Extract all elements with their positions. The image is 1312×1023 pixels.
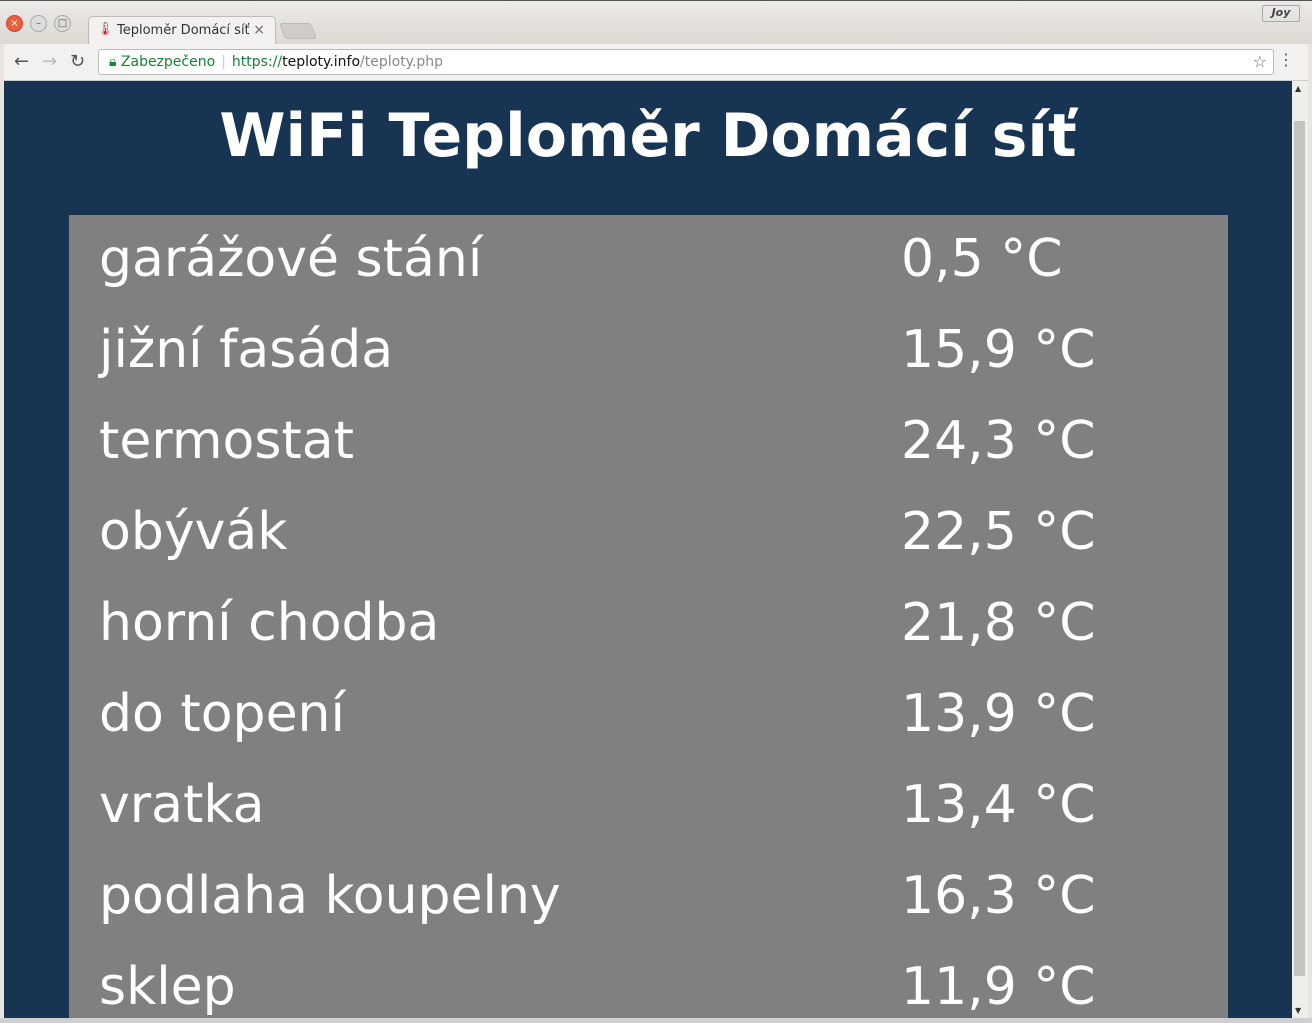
sensor-name: jižní fasáda: [99, 320, 394, 380]
scrollbar[interactable]: ▲ ▼: [1292, 81, 1308, 1018]
page-content: WiFi Teploměr Domácí síť garážové stání 0…: [4, 81, 1292, 1018]
sensor-name: termostat: [99, 411, 355, 471]
sensor-name: obývák: [99, 502, 288, 562]
scroll-down-icon[interactable]: ▼: [1295, 1006, 1302, 1015]
sensor-value: 15,9 °C: [901, 320, 1096, 380]
sensor-row: do topení 13,9 °C: [99, 684, 1096, 775]
minimize-window-button[interactable]: –: [30, 15, 47, 32]
sensor-row: horní chodba 21,8 °C: [99, 593, 1096, 684]
sensor-row: sklep 11,9 °C: [99, 957, 1096, 1018]
sensor-row: garážové stání 0,5 °C: [99, 229, 1063, 320]
close-window-button[interactable]: ×: [6, 15, 23, 32]
sensor-value: 21,8 °C: [901, 593, 1096, 653]
sensor-row: podlaha koupelny 16,3 °C: [99, 866, 1096, 957]
sensor-value: 13,4 °C: [901, 775, 1096, 835]
bookmark-star-icon[interactable]: ☆: [1252, 52, 1267, 71]
menu-icon[interactable]: ⋮: [1278, 50, 1294, 69]
profile-button[interactable]: Joy: [1262, 5, 1300, 22]
sensor-name: horní chodba: [99, 593, 440, 653]
sensor-value: 16,3 °C: [901, 866, 1096, 926]
url-host: teploty.info: [282, 54, 361, 70]
reload-icon[interactable]: ↻: [70, 51, 86, 72]
window-titlebar: × – □ 🌡 Teploměr Domácí síť × Joy: [0, 0, 1312, 46]
sensor-value: 11,9 °C: [901, 957, 1096, 1017]
sensor-row: vratka 13,4 °C: [99, 775, 1096, 866]
scrollbar-thumb[interactable]: [1294, 121, 1305, 976]
sensor-value: 13,9 °C: [901, 684, 1096, 744]
sensor-name: garážové stání: [99, 229, 483, 289]
url-scheme: https://: [231, 54, 283, 70]
sensor-row: jižní fasáda 15,9 °C: [99, 320, 1096, 411]
page-title: WiFi Teploměr Domácí síť: [219, 101, 1077, 171]
url-path: /teploty.php: [360, 54, 444, 70]
sensor-value: 22,5 °C: [901, 502, 1096, 562]
new-tab-button[interactable]: [279, 23, 317, 39]
address-bar[interactable]: 🔒︎ Zabezpečeno | https://teploty.info/tepl…: [98, 49, 1274, 75]
back-icon[interactable]: ←: [14, 51, 30, 72]
window-bottom-edge: [0, 1018, 1312, 1023]
sensor-name: sklep: [99, 957, 236, 1017]
sensor-panel: garážové stání 0,5 °C jižní fasáda 15,9 °C t…: [69, 215, 1228, 1018]
lock-icon: 🔒︎: [109, 54, 117, 70]
browser-tab[interactable]: 🌡 Teploměr Domácí síť ×: [88, 16, 276, 46]
forward-icon[interactable]: →: [42, 51, 58, 72]
sensor-name: podlaha koupelny: [99, 866, 561, 926]
sensor-row: termostat 24,3 °C: [99, 411, 1096, 502]
browser-toolbar: ← → ↻ 🔒︎ Zabezpečeno | https://teploty.inf…: [4, 44, 1308, 81]
sensor-name: do topení: [99, 684, 345, 744]
sensor-name: vratka: [99, 775, 265, 835]
thermometer-wifi-icon: 🌡: [97, 22, 114, 37]
sensor-value: 24,3 °C: [901, 411, 1096, 471]
sensor-row: obývák 22,5 °C: [99, 502, 1096, 593]
sensor-value: 0,5 °C: [901, 229, 1063, 289]
close-tab-icon[interactable]: ×: [253, 22, 265, 38]
tab-title: Teploměr Domácí síť: [117, 23, 250, 38]
security-label: Zabezpečeno: [120, 54, 216, 70]
maximize-window-button[interactable]: □: [54, 15, 71, 32]
scroll-up-icon[interactable]: ▲: [1295, 84, 1302, 93]
